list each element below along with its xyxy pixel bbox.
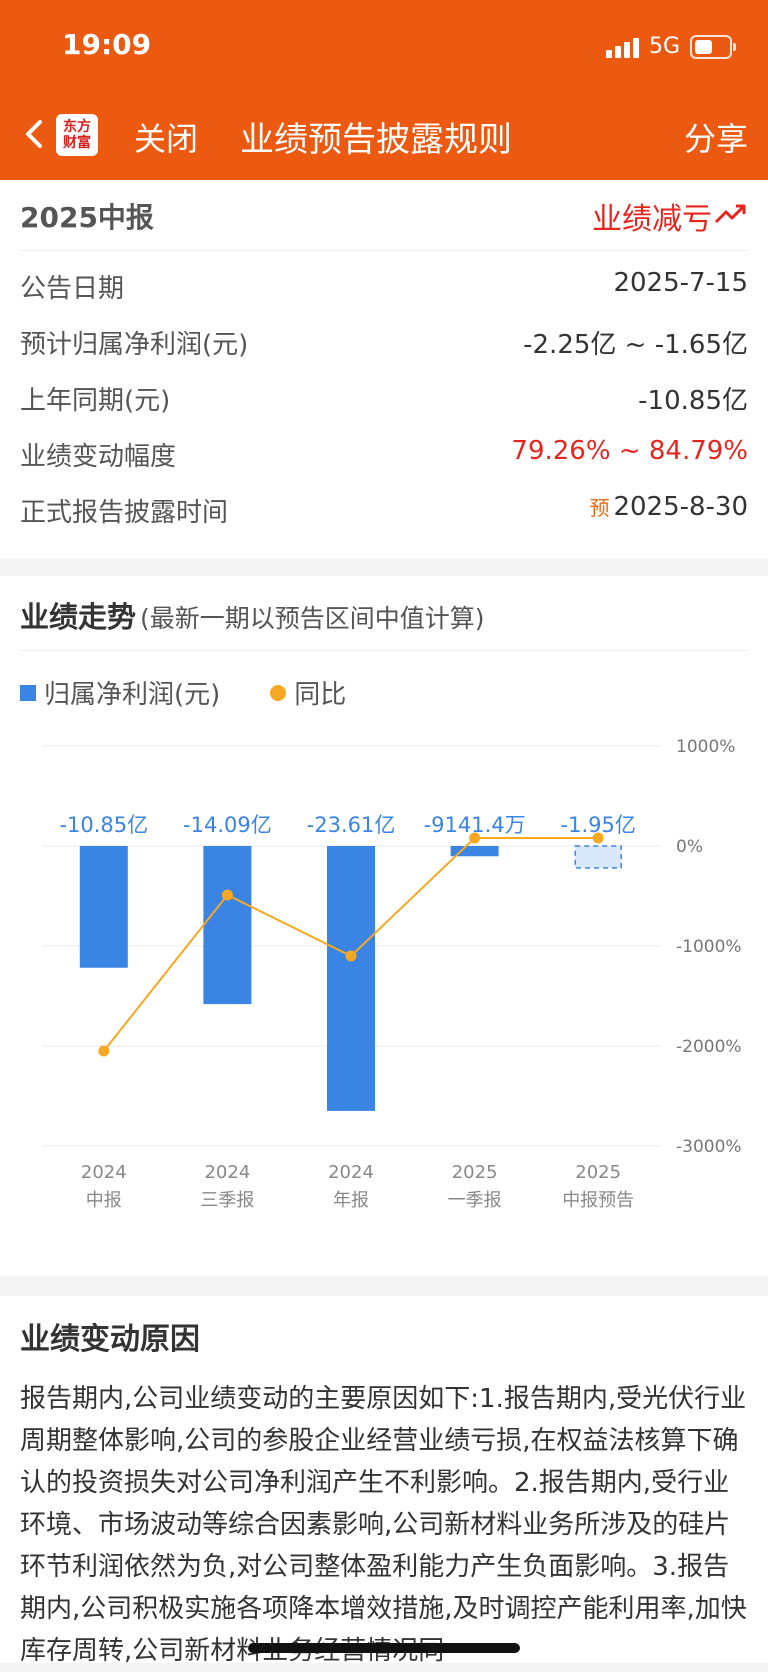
row-label: 上年同期(元) xyxy=(20,386,171,416)
x-tick-label: 一季报 xyxy=(448,1190,502,1211)
share-button[interactable]: 分享 xyxy=(683,120,748,158)
status-time: 19:09 xyxy=(62,28,152,61)
legend-line-label[interactable]: 同比 xyxy=(294,680,347,710)
row-last-year: 上年同期(元) -10.85亿 xyxy=(20,380,748,420)
bar xyxy=(203,846,252,1005)
trend-card: 业绩走势 (最新一期以预告区间中值计算) 归属净利润(元) 同比 1000% 0% -… xyxy=(0,576,768,1276)
legend-bar-label[interactable]: 归属净利润(元) xyxy=(44,680,221,710)
report-period: 2025中报 xyxy=(20,201,154,234)
yoy-point xyxy=(98,1045,110,1057)
x-tick-label: 三季报 xyxy=(200,1190,254,1211)
nav-row: 东方 财富 关闭 业绩预告披露规则 分享 xyxy=(0,108,768,164)
row-net-profit: 预计归属净利润(元) -2.25亿 ~ -1.65亿 xyxy=(20,324,748,364)
bar xyxy=(450,846,499,857)
divider xyxy=(20,650,748,651)
x-tick-label: 2024 xyxy=(81,1162,127,1183)
y-tick-label: -1000% xyxy=(676,937,742,957)
summary-header: 2025中报 业绩减亏 xyxy=(20,180,748,251)
yoy-point xyxy=(469,832,481,844)
x-tick-label: 2025 xyxy=(452,1162,498,1183)
battery-icon xyxy=(690,34,736,59)
legend-line-swatch xyxy=(270,684,287,701)
reason-card: 业绩变动原因 报告期内,公司业绩变动的主要原因如下:1.报告期内,受光伏行业周期… xyxy=(0,1296,768,1666)
row-change-range: 业绩变动幅度 79.26% ~ 84.79% xyxy=(20,436,748,476)
home-indicator xyxy=(248,1643,520,1653)
app-logo: 东方 财富 xyxy=(56,114,98,156)
forecast-badge: 预 xyxy=(589,496,610,520)
row-value: -10.85亿 xyxy=(638,386,748,416)
trend-title-wrap: 业绩走势 (最新一期以预告区间中值计算) xyxy=(20,594,485,636)
row-value-wrap: 预 2025-8-30 xyxy=(589,492,748,522)
y-tick-label: 0% xyxy=(676,837,703,857)
yoy-point xyxy=(345,950,357,962)
yoy-point xyxy=(221,889,233,901)
x-tick-label: 中报 xyxy=(86,1190,122,1211)
forecast-type: 业绩减亏 xyxy=(592,202,712,237)
x-tick-label: 年报 xyxy=(333,1190,369,1211)
x-tick-label: 2024 xyxy=(204,1162,250,1183)
logo-line-1: 东方 xyxy=(63,119,91,135)
page-title[interactable]: 业绩预告披露规则 xyxy=(240,120,512,160)
row-label: 预计归属净利润(元) xyxy=(20,330,249,360)
x-tick-label: 2024 xyxy=(328,1162,374,1183)
logo-line-2: 财富 xyxy=(63,135,91,151)
header-bar: 19:09 5G 东方 财富 关闭 业绩预告披露规则 分享 xyxy=(0,0,768,180)
y-tick-label: -2000% xyxy=(676,1037,742,1057)
trend-chart[interactable]: 1000% 0% -1000% -2000% -3000% -10.85亿 2024 中报 -1… xyxy=(0,716,768,1256)
trend-subtitle: (最新一期以预告区间中值计算) xyxy=(140,604,485,633)
bar-value-label: -23.61亿 xyxy=(307,813,396,837)
trend-up-icon xyxy=(714,204,746,224)
row-announce-date: 公告日期 2025-7-15 xyxy=(20,268,748,308)
y-tick-label: -3000% xyxy=(676,1137,742,1157)
y-tick-label: 1000% xyxy=(676,737,735,757)
chart-legend: 归属净利润(元) 同比 xyxy=(20,674,346,711)
row-value: 2025-8-30 xyxy=(613,492,748,522)
signal-icon xyxy=(605,36,639,58)
legend-bar-swatch xyxy=(20,684,36,701)
status-icons: 5G xyxy=(605,34,736,59)
trend-title: 业绩走势 xyxy=(20,600,137,634)
close-button[interactable]: 关闭 xyxy=(134,120,199,158)
row-disclosure-date: 正式报告披露时间 预 2025-8-30 xyxy=(20,492,748,532)
x-tick-label: 2025 xyxy=(575,1162,621,1183)
bar xyxy=(327,846,375,1111)
bar xyxy=(79,846,128,968)
row-label: 正式报告披露时间 xyxy=(20,498,229,528)
row-label: 业绩变动幅度 xyxy=(20,442,177,472)
row-label: 公告日期 xyxy=(20,274,125,304)
back-arrow-icon[interactable] xyxy=(16,114,56,154)
row-value: 79.26% ~ 84.79% xyxy=(511,436,748,466)
bar-value-label: -14.09亿 xyxy=(183,813,272,837)
reason-text: 报告期内,公司业绩变动的主要原因如下:1.报告期内,受光伏行业周期整体影响,公司… xyxy=(20,1384,747,1666)
yoy-point xyxy=(592,832,604,844)
x-tick-label: 中报预告 xyxy=(562,1190,634,1211)
bar-forecast xyxy=(574,845,622,869)
row-value: -2.25亿 ~ -1.65亿 xyxy=(523,330,748,360)
forecast-summary-card: 2025中报 业绩减亏 公告日期 2025-7-15 预计归属净利润(元) -2… xyxy=(0,180,768,558)
network-type: 5G xyxy=(648,34,680,59)
bar-value-label: -10.85亿 xyxy=(59,813,148,837)
row-value: 2025-7-15 xyxy=(613,268,748,298)
reason-title: 业绩变动原因 xyxy=(20,1322,200,1357)
